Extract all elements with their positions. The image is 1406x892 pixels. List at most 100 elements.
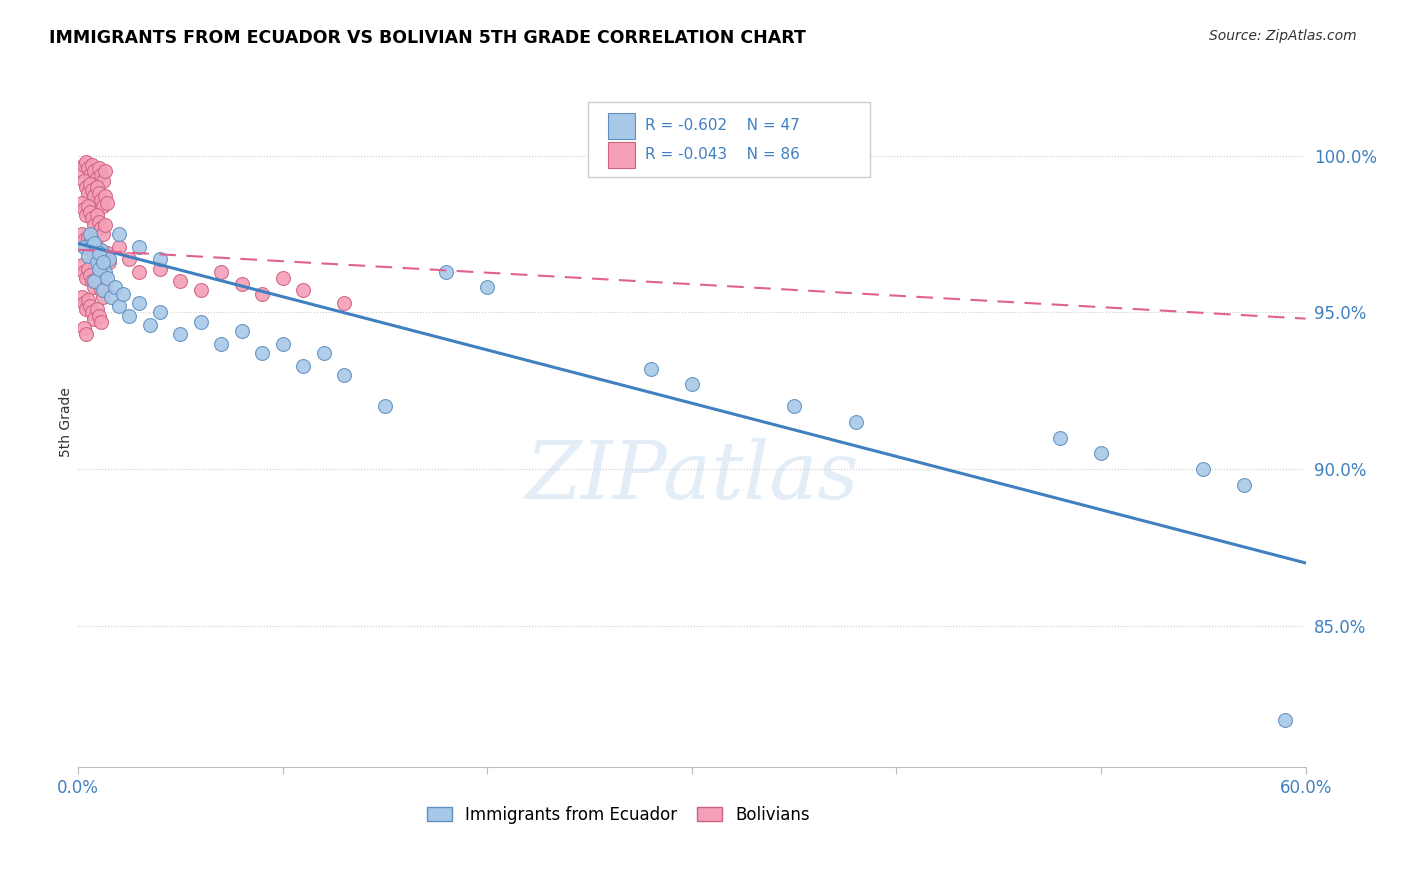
- Point: [79, 227, 101, 241]
- Point: [209, 336, 232, 351]
- Point: [93, 265, 115, 279]
- Point: [91, 174, 114, 188]
- Point: [82, 211, 104, 226]
- Point: [252, 346, 274, 360]
- Point: [128, 265, 150, 279]
- Point: [70, 227, 93, 241]
- Point: [77, 199, 100, 213]
- Point: [86, 255, 108, 269]
- Point: [87, 186, 110, 201]
- Point: [75, 155, 97, 169]
- Point: [97, 252, 120, 266]
- Point: [190, 315, 212, 329]
- Point: [87, 245, 110, 260]
- Point: [91, 259, 114, 273]
- Bar: [609, 112, 636, 139]
- Point: [90, 168, 112, 182]
- Point: [93, 218, 115, 232]
- Point: [79, 168, 101, 182]
- Point: [90, 220, 112, 235]
- Point: [209, 265, 232, 279]
- Point: [90, 315, 112, 329]
- Point: [93, 280, 115, 294]
- Point: [477, 280, 499, 294]
- Text: IMMIGRANTS FROM ECUADOR VS BOLIVIAN 5TH GRADE CORRELATION CHART: IMMIGRANTS FROM ECUADOR VS BOLIVIAN 5TH …: [49, 29, 806, 47]
- Point: [86, 180, 108, 194]
- Point: [73, 239, 96, 253]
- Point: [96, 271, 118, 285]
- Point: [77, 261, 100, 276]
- Point: [231, 277, 253, 292]
- Point: [333, 368, 356, 382]
- Point: [75, 180, 97, 194]
- Point: [70, 290, 93, 304]
- Point: [252, 286, 274, 301]
- Point: [73, 296, 96, 310]
- Point: [73, 265, 96, 279]
- Point: [128, 296, 150, 310]
- Point: [783, 400, 806, 414]
- Bar: [609, 142, 636, 168]
- Point: [83, 218, 105, 232]
- Point: [79, 177, 101, 191]
- Point: [112, 286, 135, 301]
- Point: [231, 324, 253, 338]
- Point: [73, 202, 96, 216]
- Point: [77, 186, 100, 201]
- Point: [681, 377, 703, 392]
- Point: [90, 193, 112, 207]
- Point: [70, 195, 93, 210]
- Point: [90, 243, 112, 257]
- Point: [86, 170, 108, 185]
- Point: [96, 245, 118, 260]
- Point: [87, 214, 110, 228]
- Point: [87, 161, 110, 176]
- Point: [82, 243, 104, 257]
- Point: [87, 261, 110, 276]
- Point: [169, 274, 191, 288]
- Point: [118, 309, 141, 323]
- Point: [83, 236, 105, 251]
- Text: R = -0.602    N = 47: R = -0.602 N = 47: [645, 118, 800, 133]
- Point: [128, 239, 150, 253]
- Point: [93, 164, 115, 178]
- Point: [97, 255, 120, 269]
- Point: [844, 415, 866, 429]
- Point: [108, 299, 131, 313]
- Point: [1192, 462, 1215, 476]
- Point: [640, 361, 662, 376]
- Point: [86, 208, 108, 222]
- Point: [83, 164, 105, 178]
- Point: [149, 261, 172, 276]
- Point: [93, 189, 115, 203]
- Point: [79, 236, 101, 251]
- Point: [271, 336, 294, 351]
- Point: [149, 252, 172, 266]
- Point: [73, 158, 96, 172]
- Point: [190, 284, 212, 298]
- Point: [149, 305, 172, 319]
- Point: [83, 249, 105, 263]
- Point: [82, 274, 104, 288]
- Point: [333, 296, 356, 310]
- Point: [1274, 713, 1296, 727]
- Point: [73, 321, 96, 335]
- Point: [83, 189, 105, 203]
- Point: [77, 230, 100, 244]
- Point: [73, 174, 96, 188]
- Point: [82, 158, 104, 172]
- Point: [1090, 446, 1112, 460]
- Point: [87, 277, 110, 292]
- Point: [82, 233, 104, 247]
- Point: [312, 346, 335, 360]
- Point: [91, 284, 114, 298]
- Point: [87, 245, 110, 260]
- Point: [82, 305, 104, 319]
- Point: [79, 299, 101, 313]
- Point: [75, 239, 97, 253]
- Point: [1049, 431, 1071, 445]
- Point: [271, 271, 294, 285]
- Point: [70, 259, 93, 273]
- Point: [86, 239, 108, 253]
- Point: [77, 161, 100, 176]
